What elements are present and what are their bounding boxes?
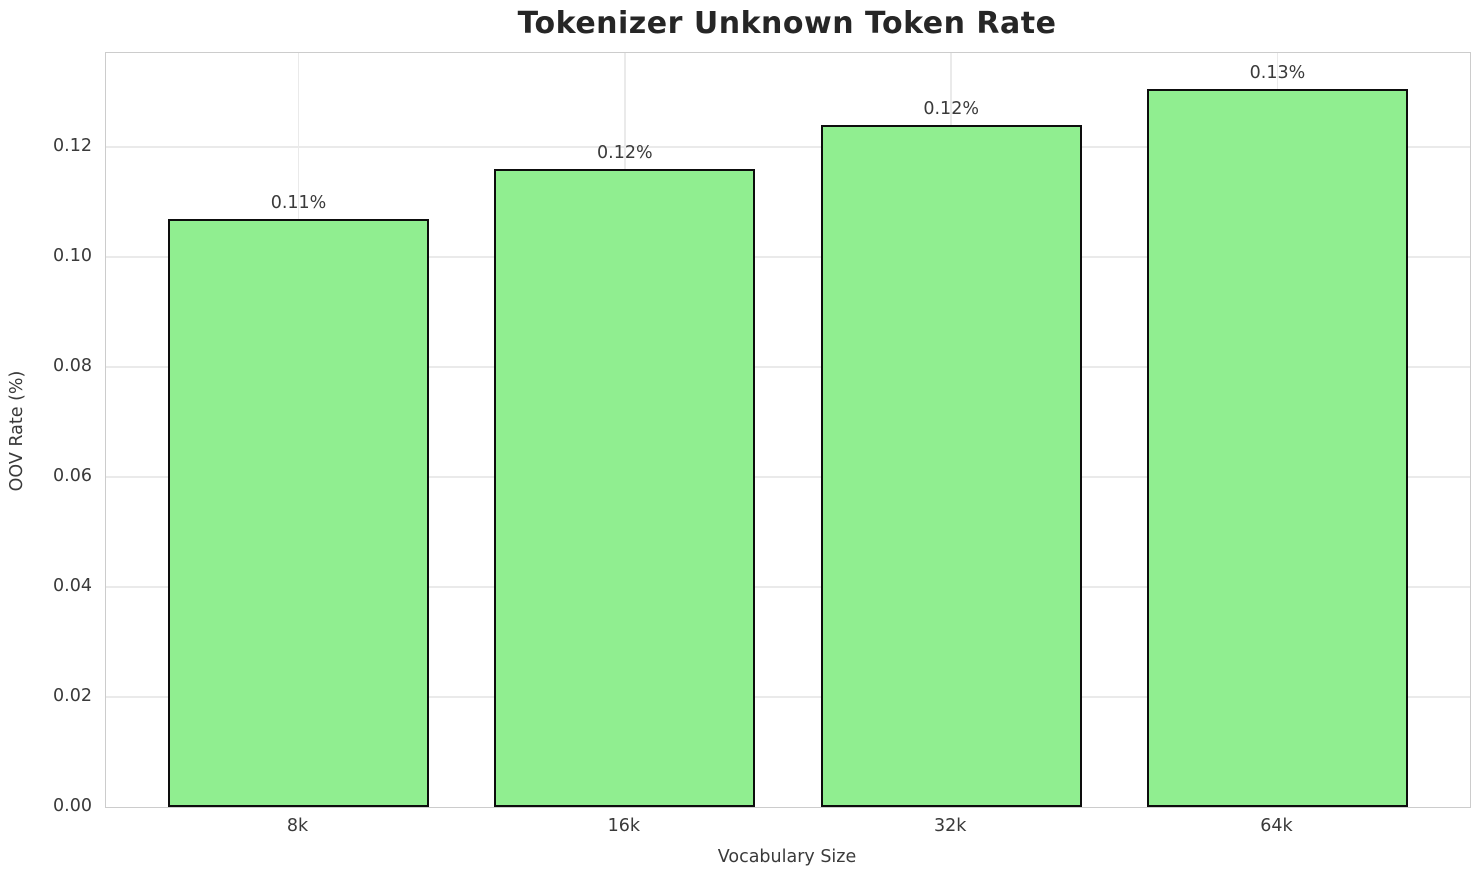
bar-value-label: 0.12%: [923, 99, 979, 120]
y-tick-label: 0.12: [53, 136, 92, 157]
x-axis-label: Vocabulary Size: [717, 847, 857, 867]
h-gridline: [106, 366, 1470, 368]
h-gridline: [106, 476, 1470, 478]
y-tick-label: 0.08: [53, 356, 92, 377]
bar-value-label: 0.11%: [270, 192, 327, 213]
h-gridline: [106, 696, 1470, 698]
h-gridline: [106, 586, 1470, 588]
bar-value-label: 0.12%: [597, 143, 653, 164]
bar-8k: [168, 218, 430, 807]
x-tick-label-8k: 8k: [286, 816, 309, 836]
bar-value-label: 0.13%: [1249, 63, 1306, 84]
plot-area: 0.11% 0.12% 0.12% 0.13%: [105, 52, 1471, 808]
chart-title: Tokenizer Unknown Token Rate: [517, 6, 1057, 41]
bar-64k: [1146, 89, 1408, 807]
y-tick-label: 0.04: [53, 576, 92, 596]
x-tick-label-64k: 64k: [1260, 816, 1293, 836]
y-tick-label: 0.06: [53, 466, 92, 487]
x-tick-label-16k: 16k: [607, 816, 641, 836]
y-tick-label: 0.00: [53, 796, 92, 816]
h-gridline: [106, 146, 1470, 148]
y-tick-label: 0.02: [53, 686, 92, 706]
bar-32k: [820, 125, 1082, 807]
h-gridline: [106, 256, 1470, 258]
y-tick-label: 0.10: [53, 246, 92, 267]
bar-16k: [494, 169, 756, 807]
x-tick-label-32k: 32k: [933, 816, 967, 836]
